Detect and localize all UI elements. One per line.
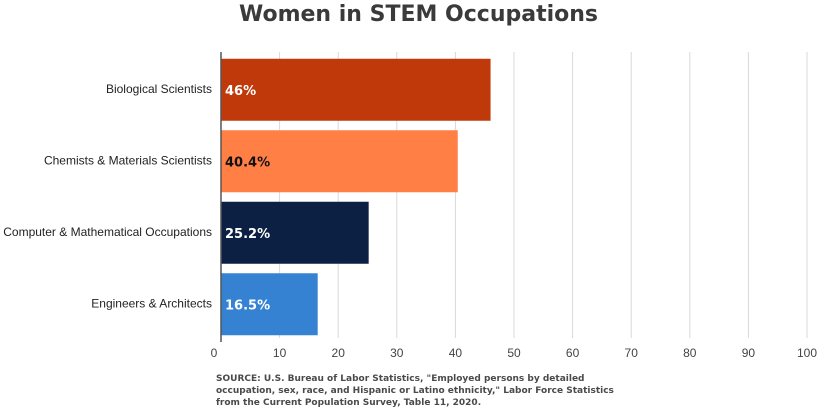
data-label: 25.2%	[225, 227, 270, 242]
y-tick-label: Engineers & Architects	[91, 296, 212, 310]
x-tick-label: 30	[390, 346, 404, 360]
x-tick-label: 10	[273, 346, 287, 360]
source-note: SOURCE: U.S. Bureau of Labor Statistics,…	[216, 374, 614, 408]
x-tick-label: 60	[566, 346, 580, 360]
y-tick-label: Chemists & Materials Scientists	[44, 153, 212, 167]
data-label: 16.5%	[225, 298, 270, 313]
data-label: 40.4%	[225, 155, 270, 170]
x-tick-label: 90	[742, 346, 756, 360]
chart-title: Women in STEM Occupations	[238, 2, 599, 27]
x-tick-label: 0	[211, 346, 218, 360]
x-tick-label: 40	[449, 346, 463, 360]
x-tick-label: 50	[507, 346, 521, 360]
bar	[221, 273, 318, 336]
x-tick-label: 70	[625, 346, 639, 360]
y-tick-label: Biological Scientists	[106, 82, 212, 96]
bar	[221, 130, 458, 193]
x-tick-label: 100	[797, 346, 817, 360]
x-tick-label: 20	[332, 346, 346, 360]
bar	[221, 58, 491, 121]
y-tick-label: Computer & Mathematical Occupations	[3, 225, 212, 239]
bar	[221, 201, 369, 264]
data-label: 46%	[225, 84, 256, 99]
x-tick-label: 80	[683, 346, 697, 360]
